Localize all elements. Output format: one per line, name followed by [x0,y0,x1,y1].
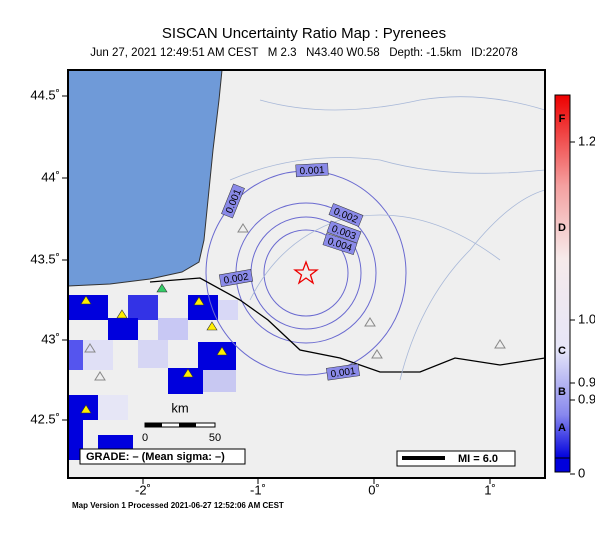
colorbar-tick-label: 1.0 [578,311,595,326]
scale-bar: km 0 50 [142,400,221,443]
mi-box [396,450,516,467]
grade-letter: B [558,386,566,398]
colorbar-tick-label: 0 [578,465,585,480]
grade-letter: D [558,222,566,234]
contour-label-box [295,162,329,178]
colorbar-labels: F D C B A 1.2 1.0 0.9 0.9 0 [558,113,595,481]
footer: Map Version 1 Processed 2021-06-27 12:52… [72,501,284,510]
lon-label: -2˚ [135,482,151,497]
colorbar-tick-label: 0.9 [578,391,595,406]
scale-unit: km [171,400,188,415]
mi-legend: MI = 6.0 [458,453,498,465]
colorbar-base [554,457,571,473]
colorbar [554,94,571,459]
contour-label-box [326,220,362,244]
title: SISCAN Uncertainty Ratio Map : Pyrenees [162,25,446,42]
contour-label-box [322,233,358,255]
lat-label: 44˚ [41,169,60,184]
contour-label: 0.001 [299,165,325,177]
contour-label-box [218,269,254,287]
grade-letter: F [559,113,566,125]
map-frame [67,69,546,479]
lon-label: -1˚ [250,482,266,497]
grade-legend: GRADE: – (Mean sigma: –) [86,451,225,463]
ocean [68,70,223,287]
contour-label-box [221,183,245,219]
grade-box [79,448,246,465]
lat-label: 43.5˚ [30,251,60,266]
scale-tick: 0 [142,432,148,444]
contour-label: 0.002 [223,271,250,286]
lon-label: 0˚ [368,482,380,497]
stations [84,223,506,381]
grid-cells [68,295,238,460]
lon-label: 1˚ [484,482,496,497]
colorbar-tick-label: 0.9 [578,374,595,389]
active-stations [80,283,228,414]
grade-letter: C [558,345,566,357]
rivers [229,96,545,381]
contour-label-box [328,203,364,227]
lat-label: 44.5˚ [30,87,60,102]
contour-label: 0.001 [330,366,357,380]
map-body [68,70,545,478]
scale-tick: 50 [209,432,221,444]
contour-label-box [326,363,360,381]
grade-letter: A [558,422,566,434]
lat-label: 42.5˚ [30,411,60,426]
lon-labels: -2˚ -1˚ 0˚ 1˚ [135,478,496,497]
subtitle: Jun 27, 2021 12:49:51 AM CEST M 2.3 N43.… [90,47,517,59]
epicenter [293,260,319,285]
lat-label: 43˚ [41,331,60,346]
border [149,277,545,373]
lat-labels: 44.5˚ 44˚ 43.5˚ 43˚ 42.5˚ [30,87,68,426]
colorbar-tick-label: 1.2 [578,133,595,148]
